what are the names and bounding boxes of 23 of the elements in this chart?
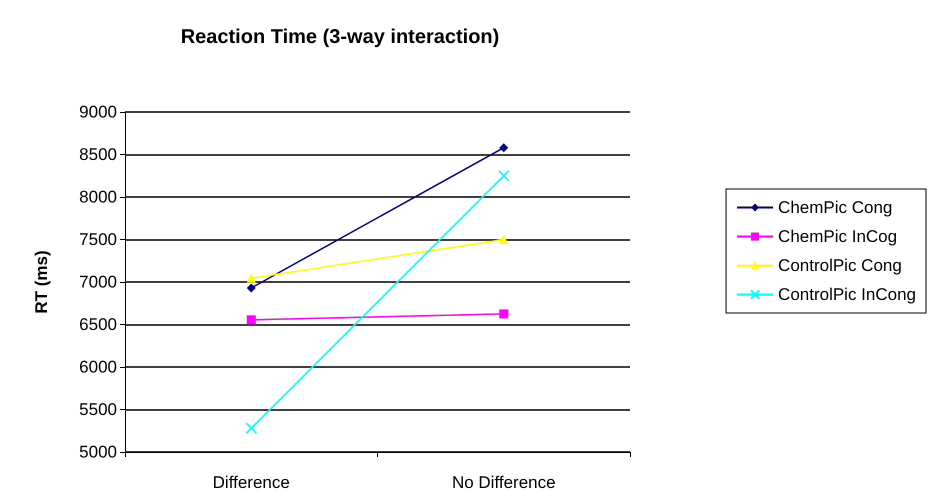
y-tick-label: 8000 <box>79 188 117 206</box>
y-tick-label: 6000 <box>79 358 117 376</box>
point <box>499 309 508 318</box>
y-tick-label: 5000 <box>79 442 117 462</box>
legend-label: ChemPic Cong <box>778 198 892 217</box>
point <box>246 283 256 292</box>
point <box>246 422 257 434</box>
y-tick-label: 7000 <box>79 272 117 292</box>
x-tick-label: No Difference <box>452 473 556 492</box>
y-axis-title: RT (ms) <box>32 250 51 314</box>
y-tick-label: 8500 <box>79 145 117 164</box>
chart-title: Reaction Time (3-way interaction) <box>180 26 500 48</box>
point <box>499 143 508 152</box>
y-tick-label: 5500 <box>79 400 117 419</box>
legend-label: ChemPic InCog <box>778 227 898 246</box>
point <box>246 315 256 324</box>
point <box>498 170 510 182</box>
y-tick-label: 6500 <box>79 315 117 334</box>
y-tick-label: 7500 <box>79 230 117 249</box>
y-tick-label: 9000 <box>79 102 117 122</box>
x-tick-label: Difference <box>212 473 290 492</box>
legend-label: ControlPic Cong <box>778 256 902 275</box>
legend-label: ControlPic InCong <box>778 285 916 304</box>
